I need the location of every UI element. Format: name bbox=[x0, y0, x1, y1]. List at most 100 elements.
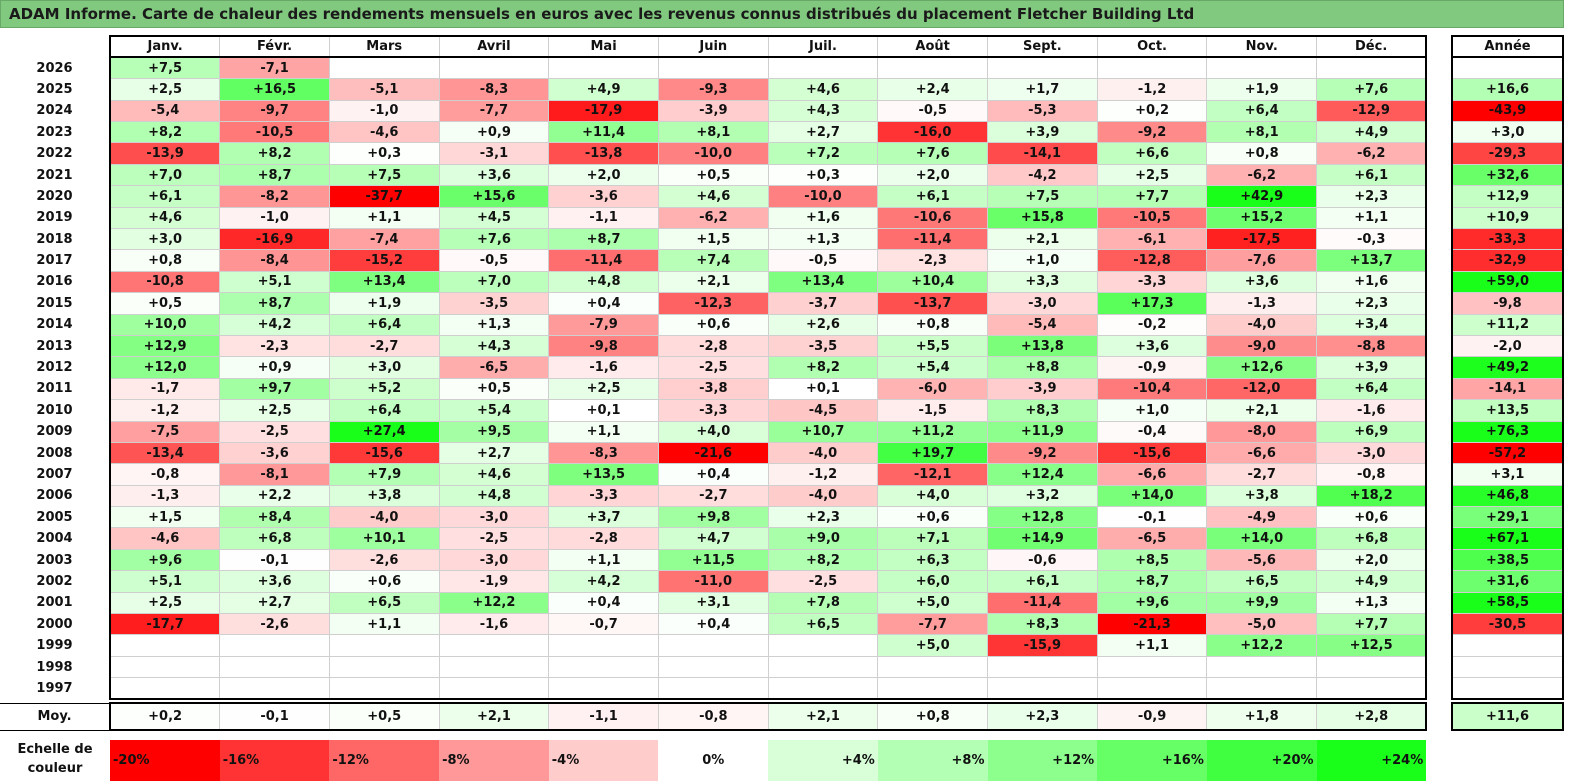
heatmap-cell: +4,0 bbox=[877, 484, 988, 508]
heatmap-cell: +14,0 bbox=[1206, 527, 1318, 550]
heatmap-cell bbox=[987, 677, 1098, 701]
heatmap-cell: +10,4 bbox=[877, 270, 988, 294]
heatmap-cell: -11,4 bbox=[548, 249, 659, 272]
heatmap-cell: +0,5 bbox=[438, 377, 550, 401]
heatmap-cell bbox=[548, 655, 659, 679]
heatmap-cell: -2,7 bbox=[1206, 463, 1318, 486]
heatmap-cell: -10,0 bbox=[767, 185, 879, 208]
heatmap-cell: -4,2 bbox=[987, 163, 1098, 187]
heatmap-cell bbox=[877, 677, 988, 701]
heatmap-cell: +8,8 bbox=[987, 356, 1098, 379]
heatmap-cell: -1,2 bbox=[767, 463, 879, 486]
heatmap-cell: -0,8 bbox=[1316, 463, 1428, 486]
heatmap-cell: -3,1 bbox=[438, 142, 550, 165]
heatmap-cell: +6,1 bbox=[109, 185, 221, 208]
heatmap-cell: -10,5 bbox=[1096, 206, 1208, 230]
heatmap-cell: -16,9 bbox=[219, 228, 330, 251]
heatmap-cell: +14,9 bbox=[987, 527, 1098, 550]
heatmap-cell: +2,7 bbox=[438, 441, 550, 465]
heatmap-cell: +7,8 bbox=[767, 591, 879, 615]
heatmap-cell: +9,6 bbox=[109, 548, 221, 572]
heatmap-cell bbox=[109, 677, 221, 701]
heatmap-cell: -3,0 bbox=[987, 292, 1098, 315]
annual-cell: +13,5 bbox=[1451, 399, 1564, 422]
heatmap-cell: +3,2 bbox=[987, 484, 1098, 508]
heatmap-cell: +2,4 bbox=[877, 78, 988, 101]
heatmap-cell: -6,2 bbox=[1316, 142, 1428, 165]
scale-swatch: +24% bbox=[1316, 740, 1427, 781]
heatmap-cell bbox=[1316, 56, 1428, 80]
heatmap-cell bbox=[1206, 56, 1318, 80]
annual-cell: +59,0 bbox=[1451, 271, 1564, 294]
heatmap-cell: +0,6 bbox=[657, 313, 769, 336]
year-label: 2005 bbox=[36, 509, 73, 525]
heatmap-cell: +1,5 bbox=[109, 506, 221, 529]
heatmap-cell: -7,7 bbox=[438, 99, 550, 123]
heatmap-cell: +2,5 bbox=[109, 591, 221, 615]
heatmap-cell: -6,0 bbox=[877, 377, 988, 401]
heatmap-cell bbox=[1206, 655, 1318, 679]
heatmap-cell: -3,8 bbox=[657, 377, 769, 401]
heatmap-cell bbox=[438, 677, 550, 701]
heatmap-cell bbox=[767, 634, 879, 657]
heatmap-cell: +0,6 bbox=[328, 570, 440, 593]
heatmap-cell: -9,8 bbox=[548, 334, 659, 358]
heatmap-cell: +2,2 bbox=[219, 484, 330, 508]
heatmap-cell: -0,3 bbox=[1316, 228, 1428, 251]
heatmap-cell: +0,8 bbox=[877, 313, 988, 336]
heatmap-cell: -11,0 bbox=[657, 570, 769, 593]
heatmap-cell: -6,5 bbox=[438, 356, 550, 379]
heatmap-cell bbox=[438, 655, 550, 679]
heatmap-cell: -8,0 bbox=[1206, 420, 1318, 443]
heatmap-cell: +7,7 bbox=[1316, 613, 1428, 636]
heatmap-cell: +5,0 bbox=[877, 591, 988, 615]
heatmap-cell bbox=[1316, 655, 1428, 679]
average-label: Moy. bbox=[0, 702, 110, 731]
heatmap-cell: -4,6 bbox=[328, 121, 440, 144]
heatmap-cell: -7,1 bbox=[219, 56, 330, 80]
heatmap-cell: -13,4 bbox=[109, 441, 221, 465]
heatmap-cell: -16,0 bbox=[877, 121, 988, 144]
annual-cell: -30,5 bbox=[1451, 613, 1564, 636]
year-label: 2002 bbox=[36, 573, 73, 589]
heatmap-cell bbox=[657, 655, 769, 679]
heatmap-cell: +0,5 bbox=[109, 292, 221, 315]
heatmap-cell: -37,7 bbox=[328, 185, 440, 208]
annual-cell bbox=[1451, 57, 1564, 80]
heatmap-cell: +7,4 bbox=[657, 249, 769, 272]
scale-swatch: -8% bbox=[439, 740, 549, 781]
heatmap-cell: +2,3 bbox=[1316, 185, 1428, 208]
heatmap-cell: -1,3 bbox=[1206, 292, 1318, 315]
scale-swatch: +16% bbox=[1097, 740, 1207, 781]
heatmap-cell: +1,3 bbox=[1316, 591, 1428, 615]
annual-cell: +12,9 bbox=[1451, 185, 1564, 208]
year-label: 2003 bbox=[36, 552, 73, 568]
annual-cell: +31,6 bbox=[1451, 570, 1564, 593]
month-header: Févr. bbox=[219, 34, 330, 59]
heatmap-cell: +6,1 bbox=[1316, 163, 1428, 187]
heatmap-cell: -5,1 bbox=[328, 78, 440, 101]
heatmap-cell: +19,7 bbox=[877, 441, 988, 465]
heatmap-cell: -3,3 bbox=[548, 484, 659, 508]
annual-cell: +46,8 bbox=[1451, 485, 1564, 508]
heatmap-cell: -2,8 bbox=[548, 527, 659, 550]
heatmap-cell: +10,1 bbox=[328, 527, 440, 550]
heatmap-cell: +0,4 bbox=[657, 613, 769, 636]
heatmap-cell: +3,8 bbox=[1206, 484, 1318, 508]
heatmap-cell: +16,5 bbox=[219, 78, 330, 101]
heatmap-cell: -0,1 bbox=[219, 548, 330, 572]
heatmap-cell: -1,7 bbox=[109, 377, 221, 401]
heatmap-cell: +0,6 bbox=[877, 506, 988, 529]
heatmap-cell: +12,4 bbox=[987, 463, 1098, 486]
heatmap-cell: +8,7 bbox=[548, 228, 659, 251]
heatmap-cell: -1,5 bbox=[877, 399, 988, 422]
heatmap-cell: -15,6 bbox=[328, 441, 440, 465]
annual-cell: +67,1 bbox=[1451, 527, 1564, 550]
annual-cell: +32,6 bbox=[1451, 164, 1564, 187]
average-cell: +0,8 bbox=[877, 702, 988, 732]
heatmap-cell: -4,0 bbox=[767, 484, 879, 508]
annual-cell: +58,5 bbox=[1451, 592, 1564, 615]
heatmap-cell: -0,5 bbox=[877, 99, 988, 123]
heatmap-cell: +15,2 bbox=[1206, 206, 1318, 230]
annual-cell: -9,8 bbox=[1451, 292, 1564, 315]
